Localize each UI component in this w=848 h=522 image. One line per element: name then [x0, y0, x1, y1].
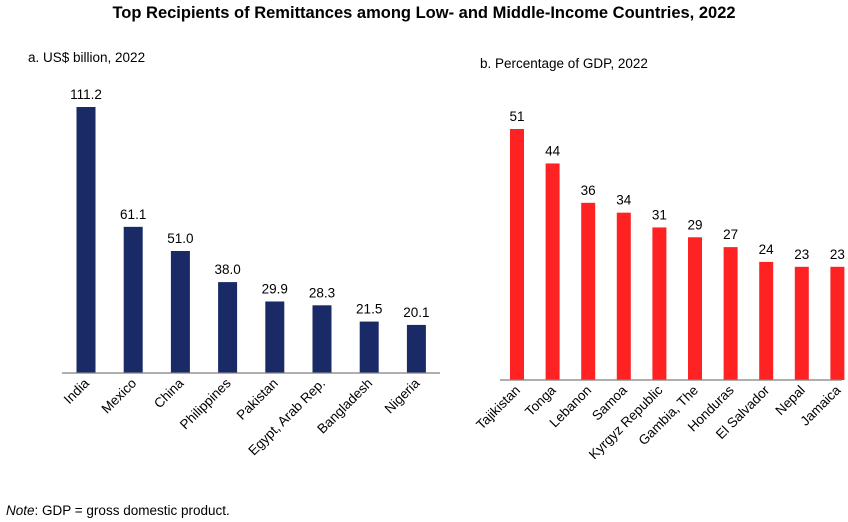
panel-a-bar — [123, 226, 143, 373]
footnote: Note: GDP = gross domestic product. — [6, 503, 230, 518]
panel-a-value-label: 51.0 — [167, 231, 193, 246]
panel-a-category-label: Mexico — [98, 376, 139, 417]
panel-a-bar — [76, 107, 96, 373]
panel-b-value-label: 31 — [652, 207, 667, 222]
panel-b-value-label: 44 — [545, 143, 561, 158]
panel-b-bar — [581, 202, 596, 380]
panel-b-value-label: 23 — [794, 247, 809, 262]
panel-b-value-label: 29 — [687, 217, 702, 232]
panel-b-subtitle: b. Percentage of GDP, 2022 — [480, 56, 648, 71]
panel-a-bar — [406, 324, 426, 373]
panel-a-bar — [170, 251, 190, 373]
panel-a-bar — [218, 282, 238, 373]
panel-a-category-label: Pakistan — [234, 376, 281, 423]
panel-a-category-label: Philippines — [177, 375, 234, 432]
panel-a-bar — [359, 321, 379, 373]
panel-a-subtitle: a. US$ billion, 2022 — [28, 50, 146, 65]
panel-b-bar — [723, 247, 738, 380]
footnote-text: : GDP = gross domestic product. — [34, 503, 230, 518]
panel-b-bar — [830, 266, 845, 380]
panel-b-bar — [510, 129, 524, 380]
panel-b-value-label: 36 — [581, 183, 596, 198]
panel-b-bar — [794, 266, 809, 380]
panel-b-bar — [652, 227, 667, 380]
panel-b-category-label: Jamaica — [797, 382, 844, 429]
panel-a-value-label: 29.9 — [262, 281, 288, 296]
panel-a-value-label: 111.2 — [70, 87, 102, 102]
panel-b-bar — [616, 212, 631, 380]
panel-a-value-label: 20.1 — [403, 305, 429, 320]
panel-a-value-label: 21.5 — [356, 302, 382, 317]
panel-b-value-label: 27 — [723, 227, 738, 242]
panel-a-value-label: 61.1 — [120, 207, 146, 222]
panel-a-value-label: 28.3 — [309, 285, 335, 300]
panel-a-bar — [312, 305, 332, 373]
panel-b-value-label: 23 — [830, 247, 845, 262]
panel-b-category-label: Tajikistan — [473, 383, 523, 433]
panel-a-category-label: Nigeria — [382, 375, 423, 416]
panel-a-category-label: China — [151, 375, 187, 411]
panel-b-value-label: 34 — [616, 193, 632, 208]
panel-b-value-label: 51 — [509, 109, 524, 124]
panel-a-value-label: 38.0 — [214, 262, 240, 277]
panel-b-bar — [759, 261, 774, 380]
panel-a-category-label: India — [61, 375, 93, 407]
panel-b-value-label: 24 — [759, 242, 775, 257]
panel-b-bar — [688, 237, 702, 380]
panel-b-bar — [545, 163, 560, 380]
panel-a-bar — [265, 301, 285, 373]
chart-title: Top Recipients of Remittances among Low-… — [112, 4, 736, 22]
footnote-label: Note — [6, 503, 35, 518]
